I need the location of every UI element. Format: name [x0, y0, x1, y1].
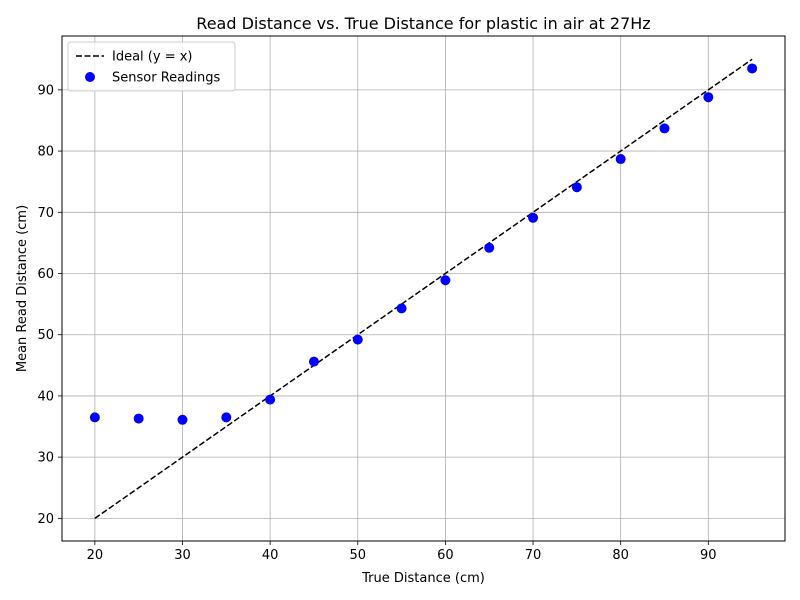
data-point: [265, 394, 276, 405]
data-point: [89, 412, 100, 423]
x-tick-label: 90: [700, 548, 717, 563]
x-tick-label: 40: [262, 548, 279, 563]
x-axis-label: True Distance (cm): [361, 571, 485, 586]
data-point: [484, 242, 495, 253]
y-axis-label: Mean Read Distance (cm): [15, 205, 30, 372]
data-point: [571, 182, 582, 193]
data-point: [396, 303, 407, 314]
legend-sensor-label: Sensor Readings: [112, 71, 220, 86]
y-tick-label: 40: [37, 389, 54, 404]
y-tick-label: 70: [37, 206, 54, 221]
plot-frame: [61, 35, 786, 542]
data-point: [440, 275, 451, 286]
data-point: [308, 356, 319, 367]
x-axis-ticks: 20 30 40 50 60 70 80 90: [87, 541, 717, 563]
y-tick-label: 50: [37, 328, 54, 343]
x-tick-label: 50: [349, 548, 366, 563]
y-axis-ticks: 20 30 40 50 60 70 80 90: [37, 83, 62, 527]
data-point: [528, 212, 539, 223]
data-point: [221, 412, 232, 423]
data-point: [352, 334, 363, 345]
data-point: [703, 92, 714, 103]
legend-sensor-swatch: [85, 72, 95, 82]
scatter-points-layer: [89, 63, 758, 425]
data-point: [615, 154, 626, 165]
y-tick-label: 90: [37, 83, 54, 98]
legend-ideal-label: Ideal (y = x): [112, 50, 192, 65]
y-tick-label: 20: [37, 512, 54, 527]
x-tick-label: 70: [525, 548, 542, 563]
x-tick-label: 60: [437, 548, 454, 563]
y-tick-label: 60: [37, 267, 54, 282]
data-point: [133, 413, 144, 424]
y-tick-label: 30: [37, 451, 54, 466]
ideal-line: [94, 58, 753, 519]
x-tick-label: 80: [612, 548, 629, 563]
data-point: [747, 63, 758, 74]
data-point: [659, 123, 670, 134]
x-tick-label: 20: [87, 548, 104, 563]
ideal-line-layer: [94, 58, 753, 519]
legend: Ideal (y = x) Sensor Readings: [67, 41, 236, 92]
data-point: [177, 414, 188, 425]
x-tick-label: 30: [174, 548, 191, 563]
grid: [62, 36, 785, 541]
chart-title: Read Distance vs. True Distance for plas…: [196, 14, 650, 33]
legend-box: [67, 41, 236, 92]
y-tick-label: 80: [37, 145, 54, 160]
